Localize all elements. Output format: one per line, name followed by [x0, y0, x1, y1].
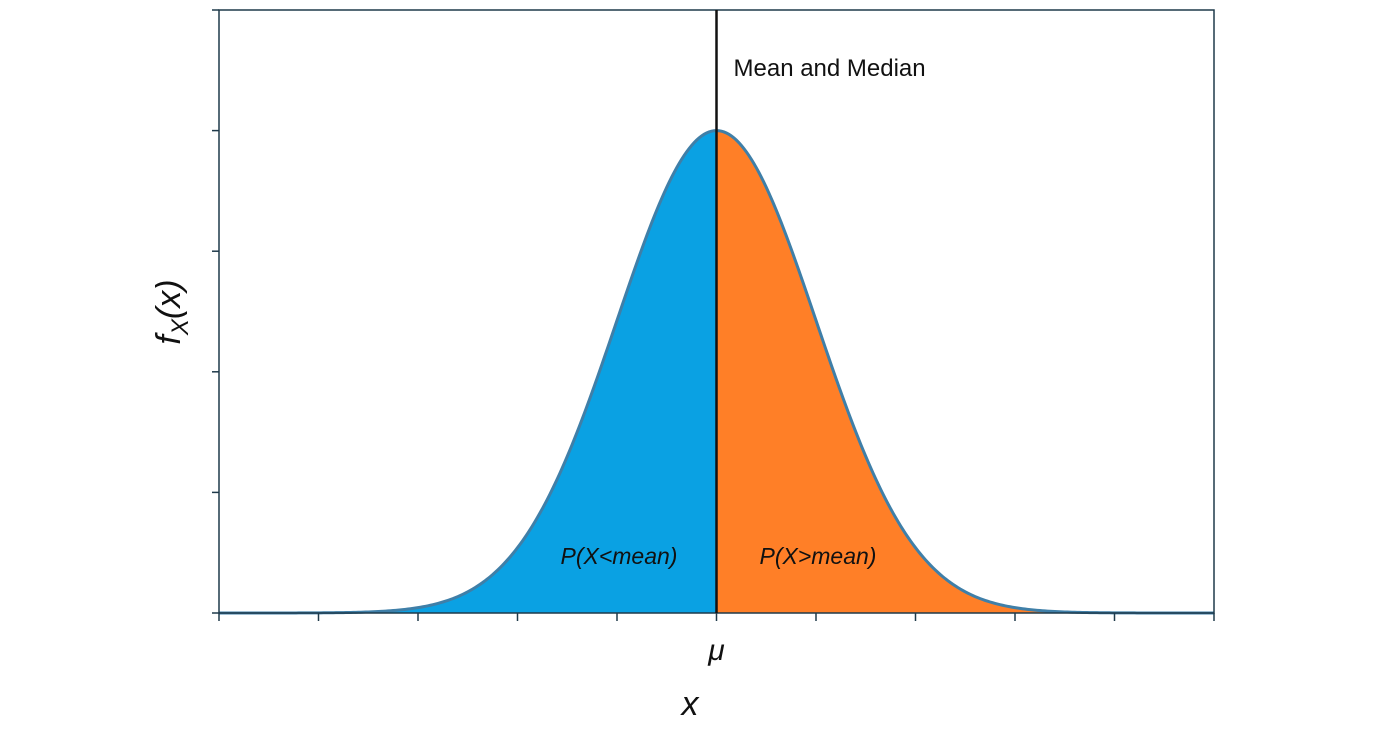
region-label-right: P(X>mean): [760, 543, 877, 569]
region-fill-1: [716, 130, 1214, 613]
regions-layer: [219, 130, 1214, 613]
region-fill-0: [219, 130, 717, 613]
y-axis-label-arg: (x): [150, 279, 188, 319]
y-axis-label: fX(x): [150, 279, 194, 344]
x-tick-label-mu: μ: [707, 634, 724, 667]
y-axis-label-subscript: X: [167, 318, 194, 336]
ticks-layer: [212, 9, 1215, 621]
region-label-left: P(X<mean): [561, 543, 678, 569]
mean-median-annotation: Mean and Median: [734, 55, 926, 82]
x-axis-label: x: [680, 685, 700, 723]
